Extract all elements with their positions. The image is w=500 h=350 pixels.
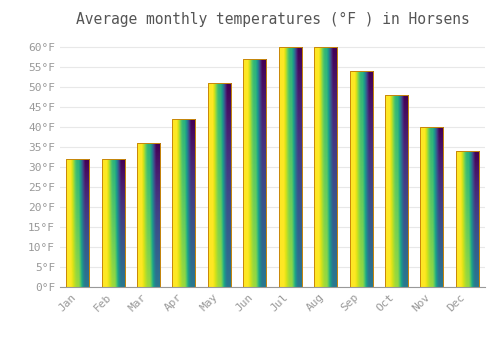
Bar bbox=[102, 159, 124, 287]
Bar bbox=[314, 47, 337, 287]
Bar bbox=[385, 95, 408, 287]
Bar bbox=[66, 159, 89, 287]
Bar bbox=[278, 47, 301, 287]
Bar bbox=[137, 143, 160, 287]
Title: Average monthly temperatures (°F ) in Horsens: Average monthly temperatures (°F ) in Ho… bbox=[76, 12, 469, 27]
Bar bbox=[208, 83, 231, 287]
Bar bbox=[172, 119, 196, 287]
Bar bbox=[456, 151, 479, 287]
Bar bbox=[244, 59, 266, 287]
Bar bbox=[420, 127, 444, 287]
Bar bbox=[350, 71, 372, 287]
